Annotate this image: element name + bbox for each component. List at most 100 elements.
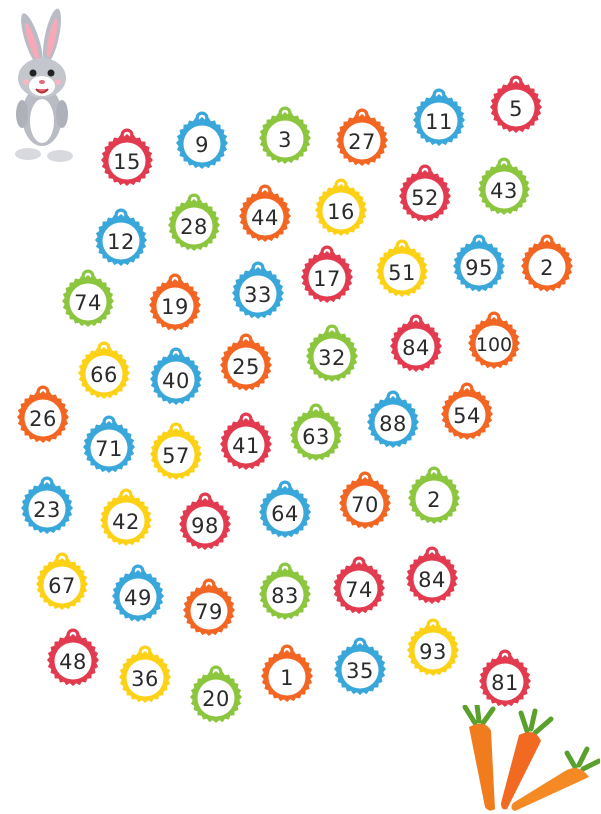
number-tag[interactable]: 74 (60, 269, 116, 327)
number-tag[interactable]: 2 (406, 466, 462, 524)
number-tag[interactable]: 93 (405, 618, 461, 676)
tag-shape (479, 649, 531, 707)
tag-number: 41 (232, 433, 260, 458)
tag-number: 93 (419, 639, 447, 664)
tag-shape (183, 578, 235, 636)
number-tag[interactable]: 19 (147, 273, 203, 331)
tag-number: 64 (271, 501, 299, 526)
number-tag[interactable]: 27 (334, 108, 390, 166)
number-tag[interactable]: 44 (237, 184, 293, 242)
number-tag[interactable]: 54 (439, 382, 495, 440)
tag-shape (168, 193, 220, 251)
tag-shape (176, 111, 228, 169)
number-tag[interactable]: 36 (117, 645, 173, 703)
tag-shape (478, 157, 530, 215)
number-tag[interactable]: 23 (19, 476, 75, 534)
tag-shape (78, 341, 130, 399)
number-tag[interactable]: 79 (181, 578, 237, 636)
number-tag[interactable]: 74 (331, 556, 387, 614)
number-tag[interactable]: 66 (76, 341, 132, 399)
tag-shape (179, 492, 231, 550)
tag-number: 70 (351, 492, 379, 517)
tag-shape (36, 552, 88, 610)
tag-shape (83, 415, 135, 473)
tag-shape (259, 562, 311, 620)
number-tag[interactable]: 81 (477, 649, 533, 707)
tag-number: 98 (191, 513, 219, 538)
tag-number: 51 (388, 260, 416, 285)
tag-number: 25 (232, 354, 260, 379)
tag-shape (301, 245, 353, 303)
tag-number: 88 (379, 411, 407, 436)
number-tag[interactable]: 42 (98, 488, 154, 546)
number-tag[interactable]: 11 (411, 88, 467, 146)
number-tag[interactable]: 25 (218, 333, 274, 391)
tag-number: 16 (327, 199, 355, 224)
tag-number: 54 (453, 403, 481, 428)
tag-shape (333, 556, 385, 614)
tag-shape (367, 390, 419, 448)
number-tag[interactable]: 84 (388, 314, 444, 372)
tag-shape (119, 645, 171, 703)
tag-shape (290, 403, 342, 461)
tag-number: 52 (411, 185, 439, 210)
number-tag[interactable]: 3 (257, 106, 313, 164)
number-tag[interactable]: 98 (177, 492, 233, 550)
number-tag[interactable]: 70 (337, 471, 393, 529)
tag-number: 32 (318, 345, 346, 370)
tag-shape (190, 665, 242, 723)
number-tag[interactable]: 12 (93, 208, 149, 266)
number-tag[interactable]: 64 (257, 480, 313, 538)
number-tag[interactable]: 26 (15, 385, 71, 443)
tag-number: 100 (475, 333, 513, 356)
number-tag[interactable]: 52 (397, 164, 453, 222)
number-tag[interactable]: 40 (148, 347, 204, 405)
tag-number: 44 (251, 205, 279, 230)
tag-number: 9 (195, 132, 209, 157)
number-tag[interactable]: 88 (365, 390, 421, 448)
number-tag[interactable]: 28 (166, 193, 222, 251)
carrots-icon (462, 705, 600, 811)
tag-shape (150, 422, 202, 480)
tag-number: 27 (348, 129, 376, 154)
number-tag[interactable]: 15 (99, 128, 155, 186)
number-tag[interactable]: 95 (451, 234, 507, 292)
number-tag[interactable]: 43 (476, 157, 532, 215)
tag-shape (336, 108, 388, 166)
tag-number: 20 (202, 686, 230, 711)
number-tag[interactable]: 1 (259, 644, 315, 702)
tag-number: 28 (180, 214, 208, 239)
number-tag[interactable]: 9 (174, 111, 230, 169)
number-tag[interactable]: 48 (45, 628, 101, 686)
tag-number: 83 (271, 583, 299, 608)
tag-shape (101, 128, 153, 186)
number-tag[interactable]: 67 (34, 552, 90, 610)
number-tag[interactable]: 71 (81, 415, 137, 473)
tag-shape (150, 347, 202, 405)
tag-shape (261, 644, 313, 702)
number-tag[interactable]: 83 (257, 562, 313, 620)
number-tag[interactable]: 17 (299, 245, 355, 303)
tag-number: 48 (59, 649, 87, 674)
number-tag[interactable]: 5 (488, 75, 544, 133)
number-tag[interactable]: 32 (304, 324, 360, 382)
number-tag[interactable]: 2 (519, 234, 575, 292)
tag-number: 66 (90, 362, 118, 387)
number-tag[interactable]: 84 (404, 546, 460, 604)
tag-shape (239, 184, 291, 242)
tag-shape (259, 480, 311, 538)
number-tag[interactable]: 33 (230, 261, 286, 319)
number-tag[interactable]: 51 (374, 239, 430, 297)
tag-number: 67 (48, 573, 76, 598)
number-tag[interactable]: 16 (313, 178, 369, 236)
number-tag[interactable]: 35 (332, 637, 388, 695)
tag-shape (21, 476, 73, 534)
number-tag[interactable]: 63 (288, 403, 344, 461)
number-tag[interactable]: 100 (466, 311, 522, 369)
number-tag[interactable]: 57 (148, 422, 204, 480)
tag-shape (408, 466, 460, 524)
number-tag[interactable]: 49 (110, 564, 166, 622)
number-tag[interactable]: 41 (218, 412, 274, 470)
tag-shape (339, 471, 391, 529)
number-tag[interactable]: 20 (188, 665, 244, 723)
